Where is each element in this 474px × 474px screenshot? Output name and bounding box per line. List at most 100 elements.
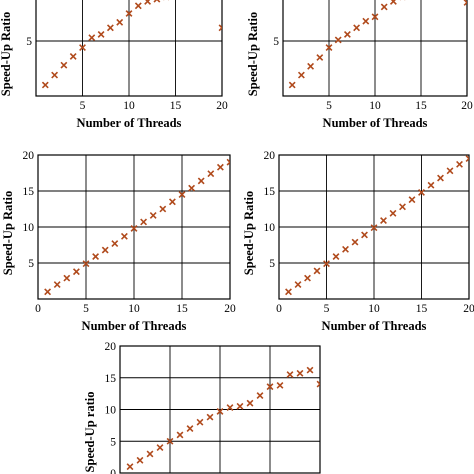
data-point [465,155,469,163]
grid-lines [120,346,320,473]
data-point [216,407,224,415]
data-point [294,281,302,289]
data-point [188,184,196,192]
y-tick-label: 10 [23,222,35,234]
data-point [427,181,435,189]
x-tick-label: 15 [415,100,427,112]
data-point [207,170,215,178]
x-axis-label: Number of Threads [82,319,187,333]
grid-lines [283,0,467,96]
plot-frame [37,154,231,300]
data-point [256,392,264,399]
data-point [166,437,174,445]
data-point [88,34,96,42]
y-tick-label: 5 [273,36,279,48]
data-point [304,274,311,282]
data-point [446,167,454,175]
y-tick-label: 0 [110,468,116,474]
data-point [236,402,244,410]
y-axis-label: Speed-Up Ratio [246,12,260,96]
data-point [60,61,68,69]
data-point [111,240,119,247]
plot-frame [282,0,468,97]
data-point [51,71,59,79]
data-points [285,155,469,296]
data-point [408,196,416,204]
x-tick-label: 5 [83,303,89,315]
data-point [72,268,80,276]
data-point [44,288,52,296]
y-axis-label: Speed-Up ratio [83,392,97,473]
data-point [79,44,86,52]
y-tick-label: 5 [28,258,34,270]
plot-frame [35,0,223,97]
data-point [178,191,186,199]
data-point [380,217,387,224]
x-axis-label: Number of Threads [323,116,428,130]
data-point [380,3,388,11]
y-tick-label: 15 [23,186,35,198]
data-point [197,177,205,185]
y-tick-label: 10 [264,222,276,234]
plot-frame [278,154,470,300]
data-point [101,246,109,254]
data-point [168,198,176,206]
data-point [92,253,100,260]
data-point [313,267,321,275]
data-point [218,24,222,32]
x-tick-label: 20 [224,303,236,315]
data-point [325,44,333,52]
x-tick-label: 5 [324,303,330,315]
data-point [307,62,315,70]
data-point [226,158,230,166]
data-point [389,0,397,5]
data-point [343,30,351,38]
data-point [149,212,157,219]
x-tick-label: 10 [369,100,381,112]
data-point [276,381,284,389]
data-point [286,371,294,379]
data-point [316,54,324,61]
x-tick-label: 0 [35,303,41,315]
data-point [146,450,154,458]
data-point [418,189,425,196]
data-points [288,0,467,89]
y-tick-label: 15 [264,186,276,198]
x-tick-label: 10 [123,100,135,112]
data-point [297,71,305,79]
x-tick-label: 5 [326,100,332,112]
data-point [196,418,204,426]
plot-frame [119,345,321,474]
data-points [44,158,230,296]
y-tick-label: 20 [23,150,35,162]
x-tick-label: 20 [461,100,473,112]
y-tick-label: 20 [105,341,117,353]
data-point [97,30,105,38]
y-tick-label: 5 [269,258,275,270]
data-point [130,225,138,232]
y-tick-label: 10 [105,405,117,417]
data-point [156,444,164,452]
data-point [134,2,142,10]
data-point [389,209,397,217]
data-point [140,218,148,226]
data-point [159,205,167,213]
x-tick-label: 5 [80,100,86,112]
data-point [120,232,128,240]
data-point [216,163,224,171]
y-tick-label: 15 [105,373,117,385]
x-tick-label: 20 [463,303,474,315]
data-points [126,366,320,471]
data-point [136,456,144,464]
data-point [41,81,49,89]
data-point [226,404,234,412]
y-axis-label: Speed-Up Ratio [1,191,15,275]
data-point [399,203,406,211]
x-tick-label: 0 [276,303,282,315]
data-point [296,369,304,377]
data-point [186,425,194,432]
